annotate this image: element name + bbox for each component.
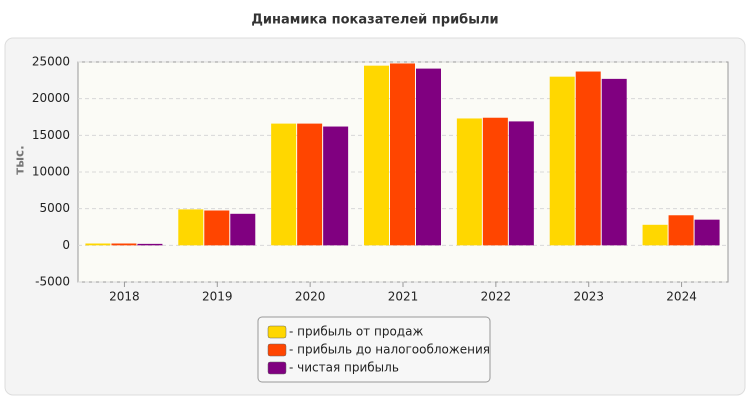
bar (694, 219, 720, 246)
bar (642, 224, 668, 246)
bar (549, 76, 575, 246)
bar (271, 123, 297, 246)
bar (456, 118, 482, 246)
bar (508, 121, 534, 246)
legend (257, 316, 491, 383)
y-tick-label: 15000 (32, 128, 70, 142)
bar (416, 68, 441, 246)
bar (364, 65, 389, 246)
y-tick-label: 25000 (32, 55, 70, 69)
y-axis-label: тыс. (13, 145, 27, 174)
bar (482, 117, 508, 246)
bar (178, 209, 204, 246)
x-tick-label: 2024 (666, 290, 697, 304)
bar (297, 123, 323, 246)
legend-label: - прибыль от продаж (289, 325, 423, 339)
bar (668, 215, 694, 246)
y-tick-label: 20000 (32, 91, 70, 105)
bar (575, 71, 601, 246)
x-tick-label: 2022 (481, 290, 512, 304)
bar (85, 243, 111, 246)
bar (230, 213, 256, 246)
legend-swatch (267, 343, 287, 357)
bar (204, 210, 230, 246)
y-tick-label: -5000 (35, 275, 70, 289)
legend-label: - прибыль до налогообложения (289, 343, 490, 357)
bar (390, 63, 415, 246)
legend-swatch (267, 325, 287, 339)
legend-swatch (267, 361, 287, 375)
bar (601, 78, 627, 246)
bar (137, 243, 163, 246)
x-tick-label: 2023 (573, 290, 604, 304)
y-tick-label: 0 (62, 238, 70, 252)
bar (323, 126, 349, 246)
legend-label: - чистая прибыль (289, 361, 399, 375)
chart-title: Динамика показателей прибыли (251, 13, 498, 28)
x-tick-label: 2018 (109, 290, 140, 304)
bar (111, 243, 137, 246)
x-tick-label: 2019 (202, 290, 233, 304)
y-tick-label: 5000 (39, 201, 70, 215)
x-tick-label: 2020 (295, 290, 326, 304)
x-tick-label: 2021 (388, 290, 419, 304)
y-tick-label: 10000 (32, 165, 70, 179)
